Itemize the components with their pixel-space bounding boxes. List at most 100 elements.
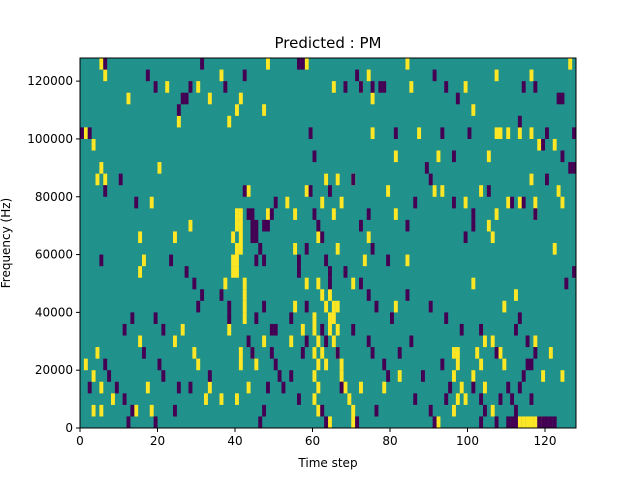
heatmap-cell-high-168 xyxy=(83,358,88,371)
heatmap-cell-high-17 xyxy=(370,92,375,105)
heatmap-cell-high-125 xyxy=(312,393,317,405)
heatmap-cell-low-68 xyxy=(269,208,274,220)
heatmap-cell-low-60 xyxy=(533,208,538,220)
heatmap-cell-low-148 xyxy=(479,393,484,405)
heatmap-cell-high-170 xyxy=(95,347,100,359)
heatmap-cell-high-94 xyxy=(552,243,557,255)
heatmap-cell-high-58 xyxy=(533,196,538,209)
heatmap-cell-high-38 xyxy=(417,127,422,139)
heatmap-cell-high-111 xyxy=(471,277,476,290)
heatmap-cell-low-114 xyxy=(428,300,433,313)
heatmap-cell-low-175 xyxy=(324,416,329,429)
heatmap-cell-low-145 xyxy=(440,358,445,371)
heatmap-cell-low-172 xyxy=(281,381,286,394)
heatmap-cell-high-36 xyxy=(370,127,375,139)
heatmap-cell-high-124 xyxy=(316,381,321,394)
heatmap-cell-high-67 xyxy=(235,243,239,255)
heatmap-cell-high-195 xyxy=(490,404,495,417)
heatmap-cell-low-152 xyxy=(510,393,515,405)
heatmap-cell-high-162 xyxy=(246,381,251,394)
heatmap-cell-low-1 xyxy=(145,69,150,82)
heatmap-cell-high-99 xyxy=(242,312,247,324)
x-tick-label-4: 80 xyxy=(382,434,397,448)
heatmap-cell-high-184 xyxy=(99,404,104,417)
heatmap-cell-low-137 xyxy=(335,347,340,359)
heatmap-cell-low-85 xyxy=(471,219,476,232)
y-axis: 0 20000 40000 60000 80000 100000 120000 xyxy=(27,74,80,435)
heatmap-cell-low-47 xyxy=(316,219,321,232)
heatmap-cell-high-164 xyxy=(262,335,267,348)
heatmap-cell-low-132 xyxy=(289,370,294,382)
heatmap-cell-high-91 xyxy=(490,231,495,244)
heatmap-cell-high-83 xyxy=(335,243,340,255)
heatmap-cell-low-7 xyxy=(297,58,301,70)
heatmap-cell-low-116 xyxy=(459,323,464,336)
heatmap-cell-high-169 xyxy=(91,370,96,382)
heatmap-cell-low-42 xyxy=(134,196,139,209)
heatmap-cell-low-81 xyxy=(370,243,375,255)
heatmap-cell-high-57 xyxy=(529,173,534,186)
heatmap-cell-low-49 xyxy=(328,185,332,197)
heatmap-cell-high-134 xyxy=(339,370,344,382)
heatmap-cell-high-175 xyxy=(134,404,139,417)
heatmap-cell-high-34 xyxy=(335,173,340,186)
heatmap-cell-high-136 xyxy=(347,393,352,405)
heatmap-cell-high-89 xyxy=(405,254,410,267)
heatmap-cell-high-108 xyxy=(331,312,336,324)
heatmap-cell-high-9 xyxy=(262,104,267,116)
heatmap-cell-low-58 xyxy=(510,196,515,209)
heatmap-cell-low-21 xyxy=(560,92,565,105)
heatmap-cell-low-171 xyxy=(262,404,267,417)
heatmap-cell-low-22 xyxy=(180,92,185,105)
heatmap-cell-low-77 xyxy=(328,266,332,278)
heatmap-cell-low-129 xyxy=(273,358,278,371)
heatmap-cell-high-87 xyxy=(366,231,371,244)
heatmap-cell-high-117 xyxy=(238,358,243,371)
heatmap-cell-low-61 xyxy=(246,208,251,220)
heatmap-cell-low-82 xyxy=(386,254,391,267)
heatmap-cell-low-73 xyxy=(262,254,267,267)
heatmap-cell-low-89 xyxy=(122,323,127,336)
heatmap-cell-high-156 xyxy=(180,323,185,336)
heatmap-cell-high-64 xyxy=(235,219,239,232)
heatmap-cell-high-114 xyxy=(227,323,232,336)
heatmap-cell-low-163 xyxy=(126,416,131,429)
heatmap-cell-low-54 xyxy=(452,196,456,209)
heatmap-cell-high-56 xyxy=(517,196,522,209)
heatmap-cell-low-153 xyxy=(514,404,518,417)
heatmap-cell-high-133 xyxy=(339,358,344,371)
heatmap-cell-high-152 xyxy=(502,358,507,371)
heatmap-cell-high-96 xyxy=(242,277,247,290)
heatmap-cell-low-15 xyxy=(432,69,437,82)
heatmap-cells xyxy=(80,58,577,429)
heatmap-cell-low-39 xyxy=(568,162,573,174)
heatmap-cell-low-144 xyxy=(421,370,425,382)
heatmap-cell-low-150 xyxy=(498,393,503,405)
heatmap-cell-low-151 xyxy=(506,381,511,394)
heatmap-cell-low-84 xyxy=(463,231,468,244)
heatmap-cell-low-169 xyxy=(207,370,212,382)
heatmap-cell-high-113 xyxy=(514,289,518,301)
heatmap-cell-low-76 xyxy=(324,254,329,267)
heatmap-cell-high-121 xyxy=(312,347,317,359)
heatmap-cell-high-190 xyxy=(359,381,363,394)
heatmap-cell-low-83 xyxy=(405,219,410,232)
heatmap-cell-low-140 xyxy=(382,358,387,371)
heatmap-cell-low-55 xyxy=(471,208,476,220)
heatmap-cell-low-167 xyxy=(173,404,177,417)
heatmap-cell-low-38 xyxy=(541,138,546,151)
heatmap-cell-low-177 xyxy=(355,416,360,429)
heatmap-cell-low-91 xyxy=(153,312,158,324)
heatmap-cell-high-37 xyxy=(393,150,398,163)
heatmap-cell-low-166 xyxy=(161,370,166,382)
heatmap-cell-high-32 xyxy=(157,162,162,174)
heatmap-cell-high-101 xyxy=(293,243,298,255)
heatmap-cell-low-28 xyxy=(393,127,398,139)
heatmap-cell-low-141 xyxy=(386,370,391,382)
heatmap-cell-high-50 xyxy=(386,185,391,197)
heatmap-cell-high-69 xyxy=(231,254,236,267)
heatmap-cell-high-185 xyxy=(149,404,154,417)
heatmap-cell-high-46 xyxy=(149,196,154,209)
y-tick-label-4: 80000 xyxy=(35,190,73,204)
heatmap-cell-low-78 xyxy=(343,266,348,278)
